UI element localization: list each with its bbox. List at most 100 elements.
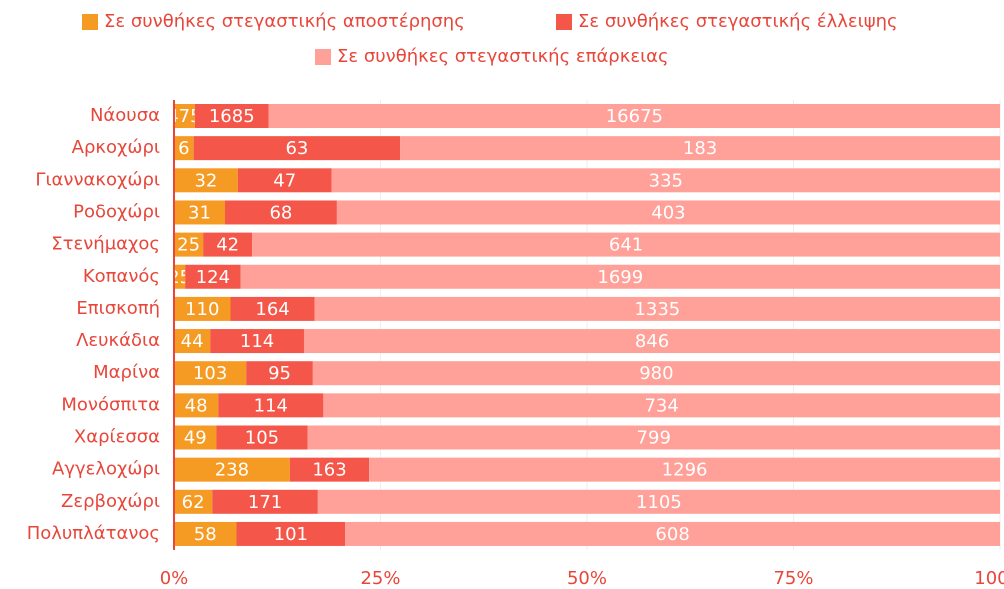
value-label: 734 [644,395,678,416]
y-tick-label: Ροδοχώρι [73,201,160,222]
value-label: 25 [177,235,200,256]
value-label: 63 [285,138,308,159]
bar [246,361,313,386]
bar [216,425,308,450]
value-label: 47 [273,170,296,191]
value-label: 32 [194,170,217,191]
value-label: 44 [181,331,204,352]
bar [268,104,1000,128]
bar [369,457,1001,482]
legend-swatch [315,49,331,65]
bar [236,521,346,546]
value-label: 6 [178,138,189,159]
value-label: 124 [196,267,230,288]
x-tick-label: 50% [567,568,607,589]
bar [314,296,1001,321]
value-label: 183 [683,138,717,159]
value-label: 48 [185,395,208,416]
bar [174,264,186,289]
y-tick-label: Πολυπλάτανος [27,523,160,544]
value-label: 103 [193,363,227,384]
bar [174,200,226,225]
y-tick-label: Αρκοχώρι [72,137,160,158]
bar [210,329,304,354]
value-label: 101 [274,524,308,545]
bar [237,168,332,193]
value-label: 58 [194,524,217,545]
bar [225,200,337,225]
y-tick-label: Μονόσπιτα [61,394,160,415]
y-tick-label: Νάουσα [90,105,160,126]
bar [317,489,1000,514]
legend-swatch [82,14,98,30]
value-label: 163 [312,460,346,481]
legend-label: Σε συνθήκες στεγαστικής έλλειψης [578,11,898,32]
value-label: 846 [635,331,669,352]
bar [174,489,213,514]
value-label: 42 [216,235,239,256]
y-tick-label: Λευκάδια [76,330,160,351]
legend-swatch [556,14,572,30]
value-label: 114 [240,331,274,352]
value-label: 1699 [597,267,643,288]
bar [174,393,219,418]
value-label: 799 [637,428,671,449]
bar [230,296,315,321]
bar [174,521,237,546]
value-label: 49 [184,428,207,449]
bar [174,425,217,450]
value-label: 105 [245,428,279,449]
bar [312,361,1000,386]
bar [323,393,1000,418]
bar [345,521,1000,546]
value-label: 95 [268,363,291,384]
bar [218,393,324,418]
bar [174,104,195,128]
y-tick-label: Επισκοπή [76,298,160,319]
bar [193,136,401,161]
bar [174,136,194,161]
value-label: 31 [188,202,211,223]
bar [203,232,253,257]
value-label: 114 [254,395,288,416]
value-label: 1335 [634,299,680,320]
x-tick-label: 25% [360,568,400,589]
value-label: 1296 [662,460,708,481]
x-tick-label: 75% [773,568,813,589]
legend-label: Σε συνθήκες στεγαστικής αποστέρησης [104,11,465,32]
bar [185,264,241,289]
x-tick-label: 0% [160,568,189,589]
value-label: 62 [182,492,205,513]
bar [174,361,247,386]
y-tick-label: Ζερβοχώρι [61,491,160,512]
bar [174,168,238,193]
value-label: 164 [255,299,289,320]
y-tick-label: Αγγελοχώρι [52,459,160,480]
bar [307,425,1001,450]
bar [174,329,211,354]
value-label: 171 [248,492,282,513]
value-label: 238 [215,460,249,481]
value-label: 980 [639,363,673,384]
y-tick-label: Γιαννακοχώρι [35,169,160,190]
bar [400,136,1001,161]
bar [331,168,1000,193]
y-tick-label: Κοπανός [83,266,160,287]
bar [194,104,269,128]
value-label: 641 [609,235,643,256]
x-tick-label: 100% [974,568,1004,589]
bar [174,296,231,321]
value-label: 16675 [606,106,663,127]
bar [252,232,1000,257]
value-label: 110 [185,299,219,320]
bar [336,200,1000,225]
y-tick-label: Χαρίεσσα [74,427,160,448]
y-tick-label: Μαρίνα [93,362,160,383]
value-label: 475 [167,106,201,127]
y-tick-label: Στενήμαχος [51,234,160,255]
legend-label: Σε συνθήκες στεγαστικής επάρκειας [337,46,669,67]
value-label: 403 [651,202,685,223]
value-label: 1105 [636,492,682,513]
bar [174,232,204,257]
